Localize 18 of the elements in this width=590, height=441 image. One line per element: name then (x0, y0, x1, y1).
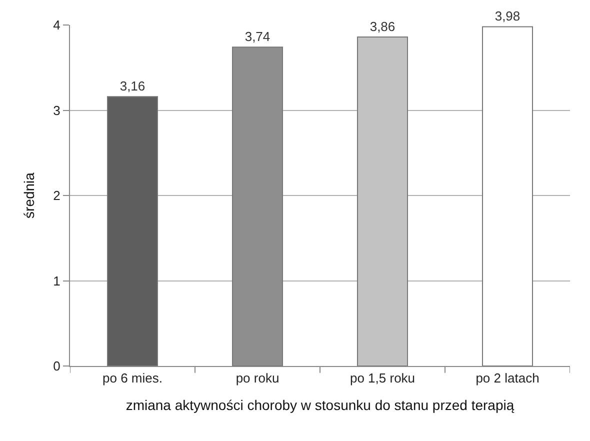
data-label: 3,16 (120, 78, 146, 94)
data-label: 3,98 (494, 8, 520, 24)
y-tick-label: 2 (53, 188, 60, 204)
bar (357, 36, 408, 366)
data-label: 3,86 (370, 18, 396, 34)
y-axis-title: średnia (20, 172, 37, 218)
bar (482, 26, 533, 366)
data-label: 3,74 (244, 29, 270, 44)
y-tick-label: 0 (53, 358, 60, 374)
x-tick-label: po 1,5 roku (350, 370, 416, 386)
y-tick-label: 1 (53, 273, 60, 288)
x-tick-label: po 2 latach (476, 370, 540, 386)
y-tick-label: 3 (53, 102, 60, 118)
y-tick-label: 4 (53, 18, 60, 33)
x-tick-label: po 6 mies. (102, 370, 162, 386)
bar (107, 96, 158, 366)
x-axis-title: zmiana aktywności choroby w stosunku do stanu przed terapią (126, 396, 514, 413)
x-tick-label: po roku (236, 370, 280, 386)
